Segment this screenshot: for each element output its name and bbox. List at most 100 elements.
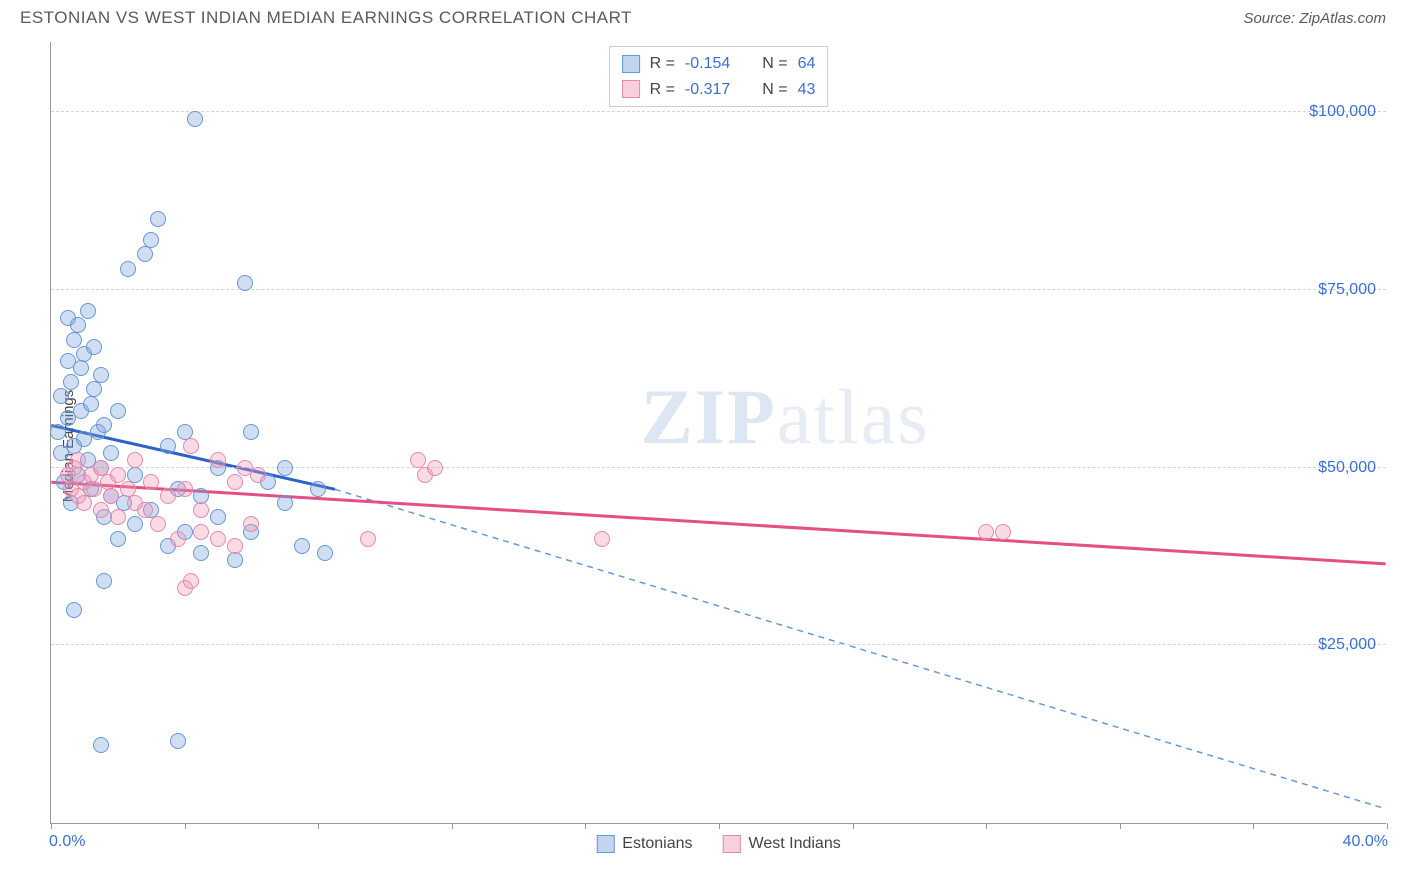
- x-tick: [719, 823, 720, 829]
- data-point: [110, 403, 126, 419]
- legend-swatch: [622, 55, 640, 73]
- data-point: [294, 538, 310, 554]
- data-point: [243, 516, 259, 532]
- data-point: [243, 424, 259, 440]
- data-point: [103, 445, 119, 461]
- data-point: [277, 460, 293, 476]
- data-point: [96, 417, 112, 433]
- series-legend: Estonians West Indians: [596, 835, 840, 853]
- data-point: [187, 111, 203, 127]
- data-point: [978, 524, 994, 540]
- data-point: [310, 481, 326, 497]
- data-point: [360, 531, 376, 547]
- x-tick: [1387, 823, 1388, 829]
- data-point: [70, 317, 86, 333]
- data-point: [66, 332, 82, 348]
- data-point: [143, 474, 159, 490]
- data-point: [93, 737, 109, 753]
- data-point: [150, 211, 166, 227]
- data-point: [995, 524, 1011, 540]
- data-point: [127, 452, 143, 468]
- data-point: [227, 474, 243, 490]
- data-point: [93, 502, 109, 518]
- watermark-atlas: atlas: [777, 373, 930, 460]
- data-point: [80, 303, 96, 319]
- correlation-legend: R = -0.154 N = 64 R = -0.317 N = 43: [609, 46, 829, 107]
- n-label: N =: [762, 77, 787, 103]
- data-point: [110, 509, 126, 525]
- data-point: [227, 552, 243, 568]
- data-point: [70, 452, 86, 468]
- y-tick-label: $50,000: [1318, 459, 1376, 477]
- x-tick: [853, 823, 854, 829]
- data-point: [193, 545, 209, 561]
- data-point: [177, 481, 193, 497]
- x-tick: [1253, 823, 1254, 829]
- data-point: [150, 516, 166, 532]
- x-tick: [185, 823, 186, 829]
- data-point: [103, 488, 119, 504]
- legend-swatch: [622, 80, 640, 98]
- legend-label-west-indians: West Indians: [749, 835, 841, 853]
- data-point: [210, 509, 226, 525]
- x-axis-end-label: 40.0%: [1343, 833, 1388, 851]
- data-point: [137, 246, 153, 262]
- legend-item-west-indians: West Indians: [723, 835, 841, 853]
- chart-title: ESTONIAN VS WEST INDIAN MEDIAN EARNINGS …: [20, 8, 632, 28]
- chart-header: ESTONIAN VS WEST INDIAN MEDIAN EARNINGS …: [0, 0, 1406, 32]
- data-point: [110, 531, 126, 547]
- data-point: [86, 381, 102, 397]
- x-tick: [51, 823, 52, 829]
- n-label: N =: [762, 51, 787, 77]
- x-tick: [452, 823, 453, 829]
- data-point: [160, 488, 176, 504]
- gridline-h: [51, 111, 1386, 112]
- r-value: -0.154: [685, 51, 730, 77]
- y-tick-label: $100,000: [1309, 103, 1376, 121]
- x-tick: [986, 823, 987, 829]
- watermark-zip: ZIP: [641, 373, 777, 460]
- data-point: [237, 275, 253, 291]
- data-point: [193, 502, 209, 518]
- data-point: [127, 516, 143, 532]
- watermark-text: ZIPatlas: [641, 372, 930, 462]
- gridline-h: [51, 644, 1386, 645]
- x-axis-start-label: 0.0%: [49, 833, 85, 851]
- data-point: [53, 388, 69, 404]
- r-label: R =: [650, 51, 675, 77]
- x-tick: [318, 823, 319, 829]
- r-value: -0.317: [685, 77, 730, 103]
- r-label: R =: [650, 77, 675, 103]
- data-point: [170, 733, 186, 749]
- data-point: [50, 424, 66, 440]
- x-tick: [585, 823, 586, 829]
- data-point: [83, 396, 99, 412]
- data-point: [93, 367, 109, 383]
- data-point: [427, 460, 443, 476]
- data-point: [227, 538, 243, 554]
- legend-label-estonians: Estonians: [622, 835, 692, 853]
- trend-line: [335, 489, 1386, 808]
- data-point: [76, 495, 92, 511]
- data-point: [73, 360, 89, 376]
- data-point: [210, 452, 226, 468]
- n-value: 43: [798, 77, 816, 103]
- gridline-h: [51, 289, 1386, 290]
- data-point: [250, 467, 266, 483]
- chart-plot-area: ZIPatlas R =-0.154N =64R =-0.317N =43 Es…: [50, 42, 1386, 824]
- legend-swatch-blue: [596, 835, 614, 853]
- data-point: [193, 524, 209, 540]
- legend-stat-row: R = -0.154 N = 64: [622, 51, 816, 77]
- data-point: [170, 531, 186, 547]
- y-tick-label: $25,000: [1318, 636, 1376, 654]
- legend-stat-row: R = -0.317 N = 43: [622, 77, 816, 103]
- x-tick: [1120, 823, 1121, 829]
- data-point: [137, 502, 153, 518]
- data-point: [110, 467, 126, 483]
- y-tick-label: $75,000: [1318, 281, 1376, 299]
- n-value: 64: [798, 51, 816, 77]
- data-point: [183, 573, 199, 589]
- data-point: [594, 531, 610, 547]
- data-point: [143, 232, 159, 248]
- legend-item-estonians: Estonians: [596, 835, 692, 853]
